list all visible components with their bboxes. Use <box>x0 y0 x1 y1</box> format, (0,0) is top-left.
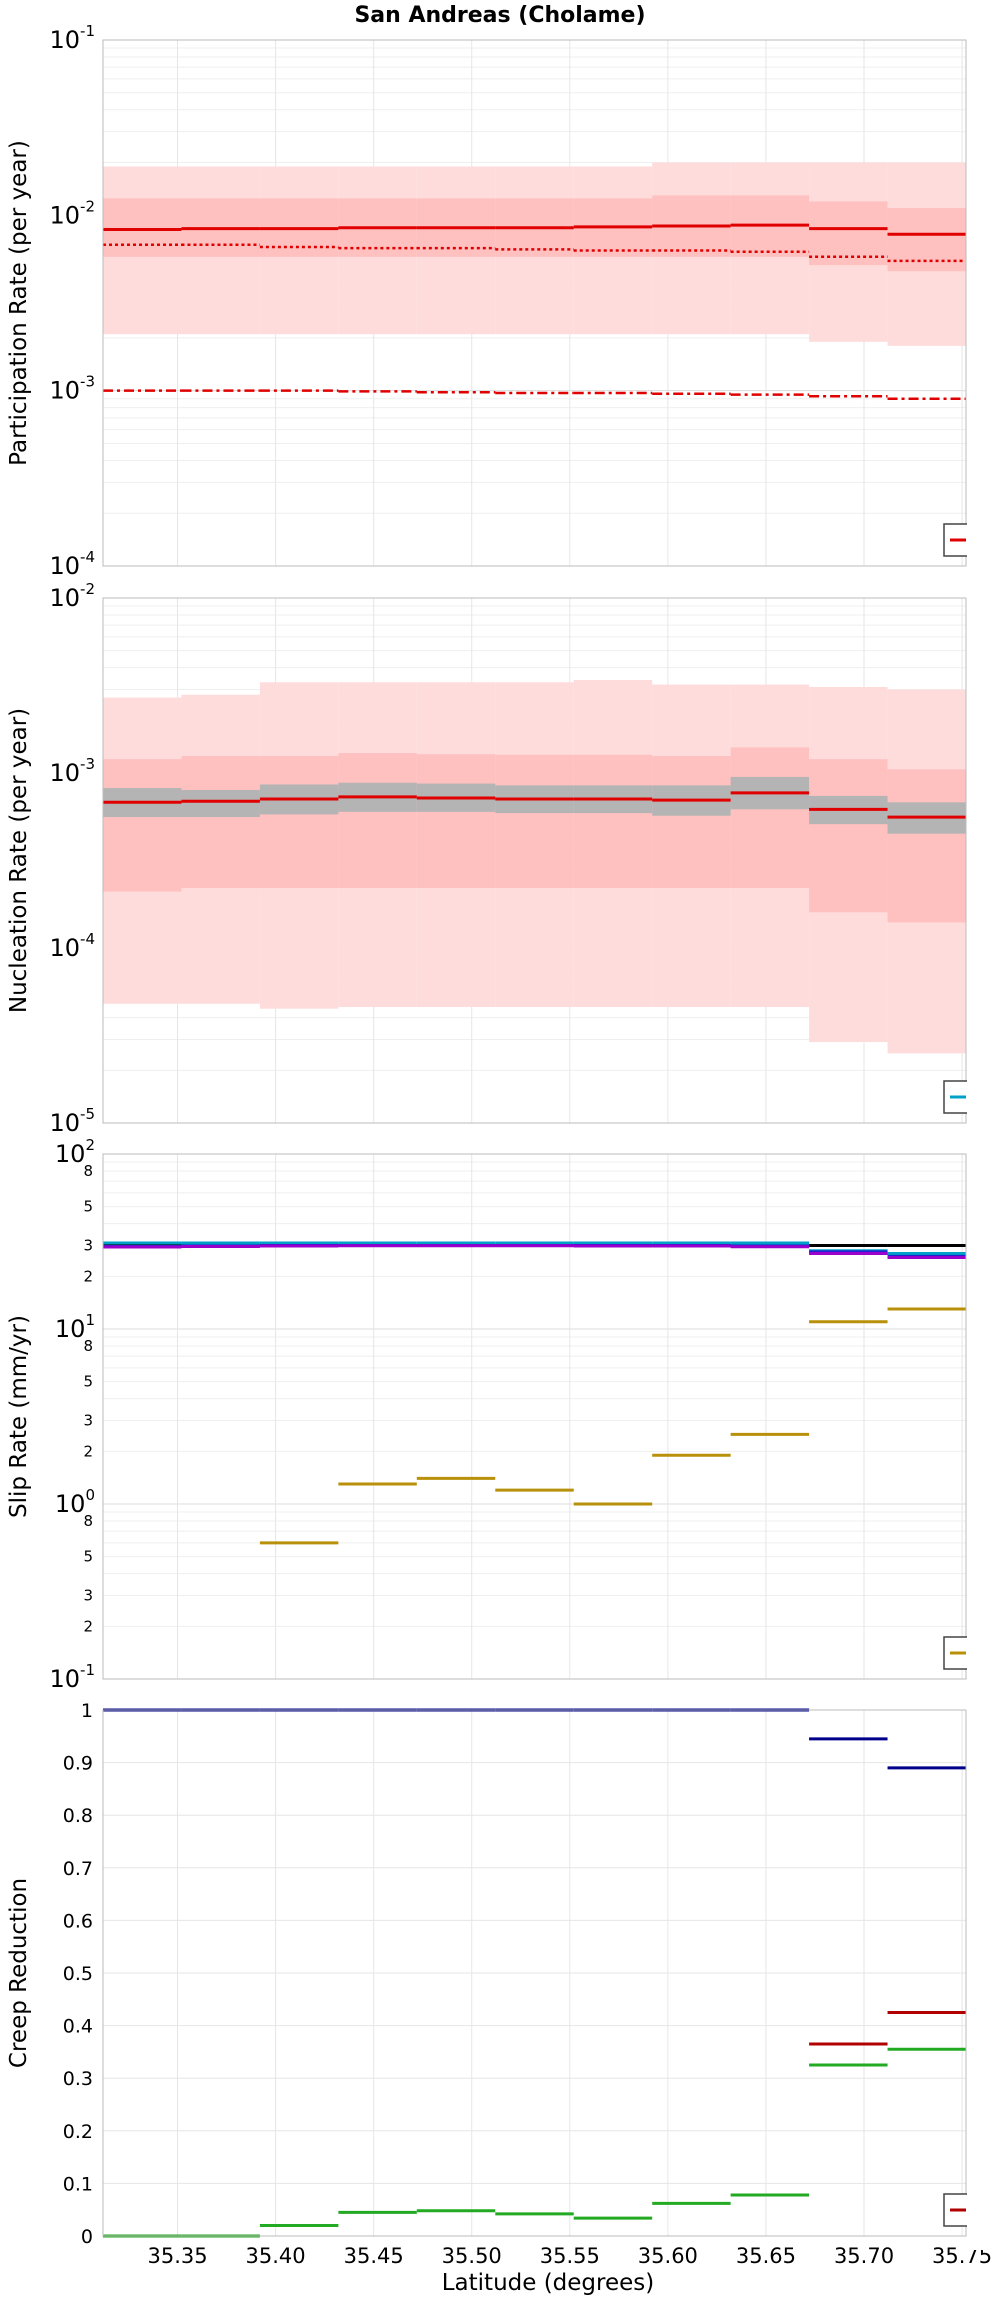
y-tick-label: 0.4 <box>63 2016 93 2038</box>
y-tick-label: 10-3 <box>49 755 95 787</box>
plot-area <box>103 1154 966 1679</box>
panels: 10-4 10-3 10-2 10-1 Participation Rate (per … <box>6 22 1000 2268</box>
y-tick-label: 0.3 <box>63 2068 93 2090</box>
band-segment <box>338 753 417 889</box>
y-tick-label: 1 <box>81 1700 93 1722</box>
y-tick-label: 10-4 <box>49 930 95 962</box>
y-minor-tick-label: 3 <box>83 1237 93 1255</box>
y-minor-tick-label: 2 <box>83 1617 93 1635</box>
y-tick-label: 0.8 <box>63 1805 93 1827</box>
x-tick-label: 35.40 <box>246 2244 306 2268</box>
y-minor-tick-label: 3 <box>83 1412 93 1430</box>
y-minor-tick-label: 3 <box>83 1587 93 1605</box>
y-tick-label: 10-1 <box>49 22 95 54</box>
y-tick-label: 101 <box>55 1311 95 1343</box>
x-tick-label: 35.35 <box>147 2244 207 2268</box>
y-tick-label: 10-1 <box>49 1661 95 1693</box>
plot-frame <box>102 1709 967 2237</box>
band-segment <box>809 201 888 266</box>
x-axis-label: Latitude (degrees) <box>442 2270 655 2296</box>
plot-frame <box>102 1153 967 1680</box>
band-segment <box>259 756 339 889</box>
chart-title: San Andreas (Cholame) <box>354 3 645 28</box>
panel-slip_rate: 10-1 100 101 102 2 3 5 8 2 3 5 8 2 3 5 8 Slip Rate (mm/y… <box>6 1136 975 1693</box>
y-tick-label: 0 <box>81 2226 93 2248</box>
band-segment <box>809 759 888 913</box>
y-tick-label: 10-2 <box>49 580 95 612</box>
x-tick-label: 35.65 <box>736 2244 796 2268</box>
y-tick-label: 10-4 <box>49 548 95 580</box>
right-margin <box>967 30 1000 2250</box>
band-segment <box>730 747 810 889</box>
band-segment <box>495 754 574 889</box>
band-segment <box>416 754 496 889</box>
y-minor-tick-label: 8 <box>83 1162 93 1180</box>
y-axis-label: Nucleation Rate (per year) <box>6 708 32 1013</box>
panel-creep_reduction: 0 0.1 0.2 0.3 0.4 0.5 0.6 0.7 0.8 0.9 1 Creep Reduc… <box>6 1700 975 2248</box>
y-tick-label: 100 <box>55 1486 95 1518</box>
y-axis-label: Slip Rate (mm/yr) <box>6 1315 32 1518</box>
y-tick-label: 0.7 <box>63 1858 93 1880</box>
y-tick-label: 0.1 <box>63 2173 93 2195</box>
x-tick-label: 35.55 <box>540 2244 600 2268</box>
x-tick-label: 35.70 <box>834 2244 894 2268</box>
band-segment <box>887 769 966 923</box>
y-minor-tick-label: 8 <box>83 1512 93 1530</box>
y-tick-label: 0.9 <box>63 1753 93 1775</box>
y-minor-tick-label: 2 <box>83 1442 93 1460</box>
x-tick-label: 35.45 <box>344 2244 404 2268</box>
y-minor-tick-label: 2 <box>83 1267 93 1285</box>
y-tick-label: 10-2 <box>49 197 95 229</box>
x-tick-label: 35.60 <box>638 2244 698 2268</box>
band-segment <box>181 756 260 889</box>
y-minor-tick-label: 5 <box>83 1198 93 1216</box>
plot-frame <box>102 597 967 1124</box>
y-tick-label: 102 <box>55 1136 95 1168</box>
y-minor-tick-label: 5 <box>83 1548 93 1566</box>
band-segment <box>573 754 653 889</box>
y-tick-label: 0.2 <box>63 2121 93 2143</box>
y-tick-label: 0.5 <box>63 1963 93 1985</box>
panel-nucleation: 10-5 10-4 10-3 10-2 Nucleation Rate (per yea… <box>6 580 975 1137</box>
panel-participation: 10-4 10-3 10-2 10-1 Participation Rate (per … <box>6 22 975 580</box>
y-tick-label: 0.6 <box>63 1910 93 1932</box>
x-tick-label: 35.50 <box>442 2244 502 2268</box>
y-axis-label: Creep Reduction <box>6 1878 32 2068</box>
band-segment <box>103 759 182 892</box>
y-tick-label: 10-3 <box>49 373 95 405</box>
plot-frame <box>102 39 967 567</box>
band-segment <box>103 198 182 257</box>
band-segment <box>652 756 731 889</box>
y-tick-label: 10-5 <box>49 1105 95 1137</box>
y-axis-label: Participation Rate (per year) <box>6 140 32 466</box>
band-segment <box>181 789 260 818</box>
y-minor-tick-label: 5 <box>83 1373 93 1391</box>
y-minor-tick-label: 8 <box>83 1337 93 1355</box>
